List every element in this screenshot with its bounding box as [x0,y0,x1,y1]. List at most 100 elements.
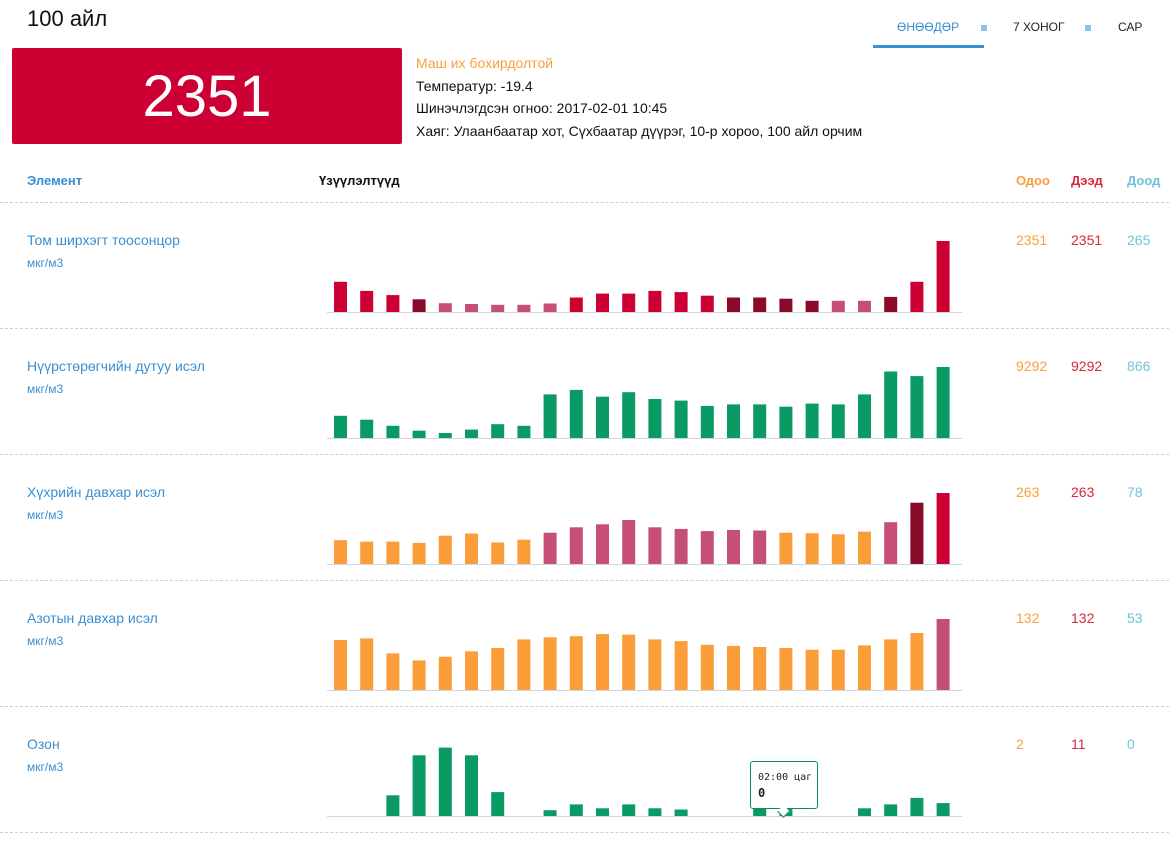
pollutant-name[interactable]: Том ширхэгт тоосонцор [27,232,180,248]
chart-bar[interactable] [884,296,898,312]
chart-bar[interactable] [936,493,950,564]
chart-bar[interactable] [884,371,898,439]
chart-bar[interactable] [727,645,740,690]
tab-today[interactable]: ӨНӨӨДӨР [897,20,960,34]
chart-bar[interactable] [438,535,452,564]
chart-bar[interactable] [779,532,793,564]
chart-bar[interactable] [674,528,688,564]
chart-bar[interactable] [753,808,767,816]
chart-bar[interactable] [936,619,950,690]
chart-bar[interactable] [858,645,871,690]
chart-bar[interactable] [831,534,845,564]
chart-bar[interactable] [334,415,347,438]
chart-bar[interactable] [936,241,950,312]
chart-bar[interactable] [622,634,636,690]
chart-bar[interactable] [779,648,793,690]
chart-bar[interactable] [438,747,452,816]
chart-bar[interactable] [727,297,740,313]
chart-bar[interactable] [936,367,950,438]
tab-week[interactable]: 7 ХОНОГ [1013,20,1065,34]
chart-bar[interactable] [674,400,688,438]
chart-bar[interactable] [596,293,609,312]
chart-bar[interactable] [543,394,557,438]
chart-bar[interactable] [569,527,583,564]
chart-bar[interactable] [386,295,400,312]
chart-bar[interactable] [386,795,400,816]
chart-bar[interactable] [491,792,505,816]
chart-bar[interactable] [386,541,400,564]
chart-bar[interactable] [700,644,714,690]
chart-bar[interactable] [412,299,426,312]
chart-bar[interactable] [334,540,347,564]
chart-bar[interactable] [596,524,609,564]
chart-bar[interactable] [622,804,636,816]
chart-bar[interactable] [622,293,636,312]
chart-bar[interactable] [360,419,374,438]
chart-bar[interactable] [648,290,662,312]
chart-bar[interactable] [465,755,478,816]
chart-bar[interactable] [596,396,609,438]
chart-bar[interactable] [622,392,636,438]
chart-bar[interactable] [465,651,478,690]
chart-bar[interactable] [858,531,871,564]
chart-bar[interactable] [805,649,819,690]
pollutant-name[interactable]: Азотын давхар исэл [27,610,158,626]
chart-bar[interactable] [491,542,505,564]
chart-bar[interactable] [543,637,557,690]
chart-bar[interactable] [753,404,767,438]
chart-bar[interactable] [858,300,871,312]
chart-bar[interactable] [412,755,426,816]
chart-bar[interactable] [543,303,557,313]
chart-bar[interactable] [648,399,662,438]
chart-bar[interactable] [569,297,583,313]
chart-bar[interactable] [910,797,924,816]
chart-bar[interactable] [831,649,845,690]
chart-bar[interactable] [910,502,924,564]
header-element[interactable]: Элемент [27,173,83,188]
chart-bar[interactable] [700,295,714,312]
chart-bar[interactable] [491,648,505,690]
chart-bar[interactable] [412,542,426,564]
chart-bar[interactable] [727,530,740,564]
chart-bar[interactable] [360,541,374,564]
chart-bar[interactable] [569,636,583,690]
chart-bar[interactable] [674,809,688,817]
chart-bar[interactable] [831,300,845,312]
chart-bar[interactable] [648,808,662,816]
chart-bar[interactable] [491,304,505,312]
chart-bar[interactable] [805,300,819,312]
chart-bar[interactable] [805,533,819,564]
chart-bar[interactable] [648,639,662,690]
chart-bar[interactable] [910,633,924,690]
chart-bar[interactable] [412,660,426,690]
chart-bar[interactable] [438,656,452,690]
chart-bar[interactable] [910,281,924,312]
chart-bar[interactable] [438,303,452,312]
chart-bar[interactable] [491,424,505,438]
chart-bar[interactable] [334,640,347,690]
chart-bar[interactable] [727,404,740,438]
chart-bar[interactable] [543,810,557,816]
chart-bar[interactable] [884,804,898,816]
chart-bar[interactable] [700,405,714,438]
chart-bar[interactable] [360,638,374,690]
chart-bar[interactable] [753,297,767,313]
chart-bar[interactable] [517,539,531,564]
chart-bar[interactable] [517,304,531,312]
chart-bar[interactable] [596,808,609,816]
chart-bar[interactable] [569,389,583,438]
chart-bar[interactable] [910,376,924,438]
chart-bar[interactable] [438,433,452,438]
chart-bar[interactable] [543,532,557,564]
chart-bar[interactable] [596,634,609,690]
chart-bar[interactable] [465,304,478,312]
chart-bar[interactable] [622,520,636,564]
chart-bar[interactable] [831,404,845,438]
chart-bar[interactable] [334,281,347,312]
chart-bar[interactable] [805,403,819,438]
chart-bar[interactable] [386,653,400,690]
chart-bar[interactable] [884,522,898,564]
chart-bar[interactable] [412,430,426,438]
chart-bar[interactable] [700,531,714,564]
chart-bar[interactable] [779,298,793,312]
